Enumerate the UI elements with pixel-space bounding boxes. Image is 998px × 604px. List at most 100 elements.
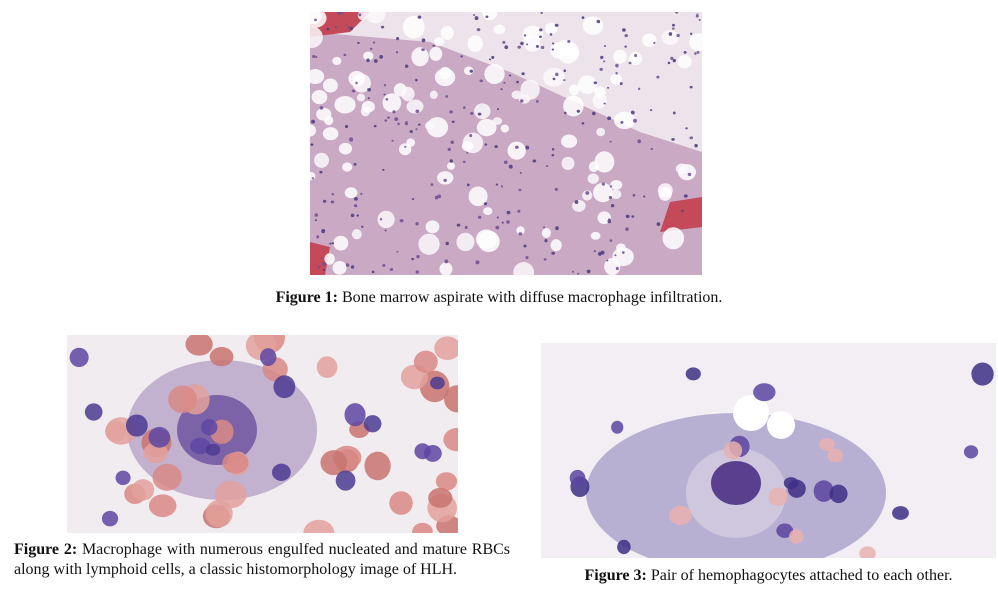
cell	[322, 261, 327, 266]
cell	[185, 335, 213, 356]
cell	[661, 29, 679, 45]
cell	[421, 48, 425, 52]
cell	[658, 186, 672, 201]
cell	[314, 152, 329, 168]
cell	[519, 172, 522, 174]
cell	[594, 151, 615, 173]
cell	[614, 111, 636, 130]
cell	[382, 93, 402, 113]
cell	[331, 193, 335, 196]
cell	[334, 26, 338, 29]
cell	[115, 470, 131, 486]
cell	[398, 143, 412, 156]
cell	[415, 222, 419, 226]
cell	[446, 162, 456, 170]
cell	[415, 109, 420, 114]
cell	[593, 81, 598, 85]
cell	[310, 12, 327, 28]
cell	[484, 143, 488, 146]
cell	[523, 244, 527, 248]
cell	[668, 505, 692, 525]
cell	[500, 88, 503, 91]
cell	[541, 228, 551, 238]
cell	[613, 49, 627, 64]
cell	[379, 218, 383, 221]
cell	[634, 53, 638, 58]
cell	[696, 13, 699, 16]
cell	[724, 441, 743, 460]
cell	[394, 117, 399, 122]
cell	[517, 209, 521, 213]
cell	[606, 259, 609, 262]
cell	[271, 463, 291, 481]
cell	[474, 16, 479, 21]
cell	[320, 450, 348, 476]
cell	[354, 196, 358, 201]
cell	[148, 426, 171, 448]
cell	[384, 119, 388, 122]
cell	[593, 182, 613, 203]
cell	[316, 356, 338, 379]
cell	[544, 238, 548, 243]
cell	[507, 141, 526, 160]
cell	[500, 185, 504, 188]
cell	[397, 122, 400, 126]
cell	[599, 67, 603, 71]
cell	[593, 249, 596, 253]
cell	[421, 38, 426, 43]
cell	[628, 52, 643, 66]
cell	[542, 226, 546, 229]
cell	[526, 43, 529, 46]
cell	[532, 159, 537, 163]
cell	[366, 58, 370, 63]
cell	[483, 207, 493, 215]
cell	[401, 86, 415, 102]
cell	[351, 229, 362, 240]
cell	[615, 266, 619, 271]
cell	[329, 242, 332, 245]
cell	[338, 142, 353, 155]
cell	[619, 82, 623, 86]
cell	[332, 56, 342, 66]
cell	[551, 153, 555, 157]
cell	[189, 437, 211, 455]
cell	[483, 202, 488, 206]
cell	[367, 88, 372, 92]
cell	[590, 231, 601, 240]
cell	[695, 14, 699, 18]
cell	[428, 487, 453, 508]
figure-3-image	[541, 343, 996, 558]
cell	[434, 195, 439, 200]
cell	[168, 385, 198, 414]
cell	[554, 23, 559, 27]
cell	[495, 183, 499, 186]
cell	[539, 35, 542, 38]
cell	[360, 192, 363, 196]
cell	[519, 99, 524, 103]
cell	[367, 97, 370, 100]
cell	[667, 61, 671, 65]
caption-text: Bone marrow aspirate with diffuse macrop…	[341, 289, 723, 306]
cell	[449, 110, 454, 114]
cell	[361, 100, 375, 113]
cell	[201, 419, 218, 436]
cell	[539, 28, 543, 32]
cell	[572, 199, 586, 212]
cell	[412, 522, 433, 533]
cell	[582, 16, 604, 35]
cell	[516, 226, 525, 235]
figure-2-caption: Figure 2: Macrophage with numerous engul…	[14, 540, 510, 580]
cell	[603, 45, 607, 48]
cell	[443, 178, 447, 182]
cell	[554, 187, 559, 191]
cell	[353, 162, 357, 166]
cell	[337, 12, 341, 15]
cell	[466, 183, 470, 187]
cell	[525, 255, 529, 260]
cell	[776, 523, 794, 538]
cell	[474, 103, 491, 120]
cell	[551, 42, 555, 45]
cell	[672, 111, 676, 115]
cell	[434, 336, 458, 361]
cell	[466, 152, 469, 154]
